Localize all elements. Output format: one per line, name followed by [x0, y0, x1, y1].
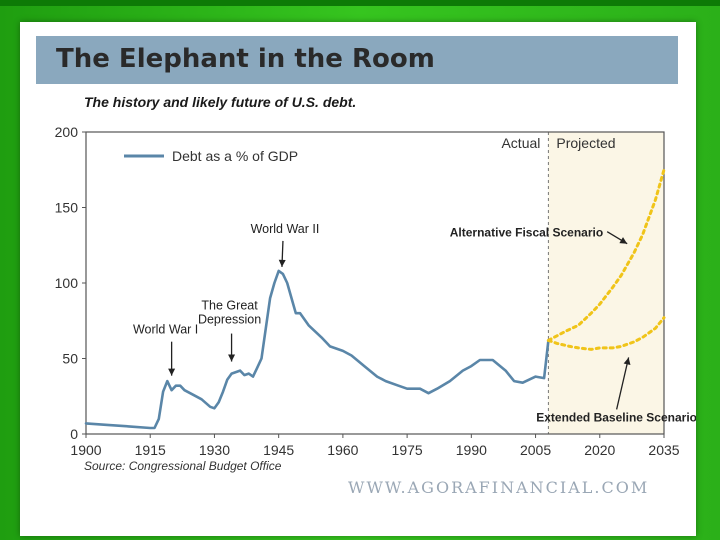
x-tick-label: 1930	[199, 442, 230, 458]
y-tick-label: 0	[70, 426, 78, 442]
y-tick-label: 50	[62, 351, 78, 367]
source-note: Source: Congressional Budget Office	[84, 459, 282, 473]
series-line-debt-as-a-of-gdp	[84, 269, 550, 430]
x-tick-label: 1945	[263, 442, 294, 458]
x-tick-label: 2005	[520, 442, 551, 458]
x-tick-label: 1990	[456, 442, 487, 458]
slide-top-stripe	[0, 0, 720, 6]
annotation-alternative-fiscal-arrow-head	[619, 237, 628, 244]
annotation-alternative-fiscal: Alternative Fiscal Scenario	[450, 226, 603, 240]
title-bar: The Elephant in the Room	[36, 36, 678, 84]
x-tick-label: 1960	[327, 442, 358, 458]
x-tick-label: 2035	[648, 442, 679, 458]
annotation-world-war-i-arrow-head	[168, 368, 176, 376]
annotation-extended-baseline: Extended Baseline Scenario	[536, 410, 696, 424]
series-line-alternative-fiscal-scenario	[546, 168, 666, 342]
x-tick-label: 1915	[135, 442, 166, 458]
y-tick-label: 200	[55, 124, 79, 140]
annotation-great-depression: Depression	[198, 313, 261, 327]
annotation-great-depression-arrow-head	[228, 354, 236, 362]
y-tick-label: 150	[55, 200, 79, 216]
x-tick-label: 2020	[584, 442, 615, 458]
x-tick-label: 1975	[392, 442, 423, 458]
legend-label: Debt as a % of GDP	[172, 148, 298, 164]
projected-region-shade	[548, 132, 664, 434]
annotation-extended-baseline-arrow-head	[623, 357, 631, 366]
annotation-world-war-i: World War I	[133, 323, 198, 337]
region-label-projected: Projected	[556, 135, 615, 151]
chart-title: The Elephant in the Room	[56, 44, 435, 74]
annotation-world-war-ii-arrow-head	[278, 259, 286, 267]
x-tick-label: 1900	[70, 442, 101, 458]
chart-subtitle: The history and likely future of U.S. de…	[84, 94, 357, 110]
watermark: WWW.AGORAFINANCIAL.COM	[348, 478, 650, 497]
region-label-actual: Actual	[501, 135, 540, 151]
annotation-great-depression: The Great	[201, 299, 258, 313]
annotation-world-war-ii: World War II	[251, 222, 320, 236]
annotation-extended-baseline-arrow-shaft	[615, 357, 630, 410]
chart-frame: The Elephant in the Room The history and…	[20, 22, 696, 536]
y-tick-label: 100	[55, 275, 79, 291]
series-line-extended-baseline-scenario	[546, 316, 666, 351]
debt-chart: Actual Projected 0 50 100 150 200 1900 1915 1930 1…	[55, 124, 696, 458]
